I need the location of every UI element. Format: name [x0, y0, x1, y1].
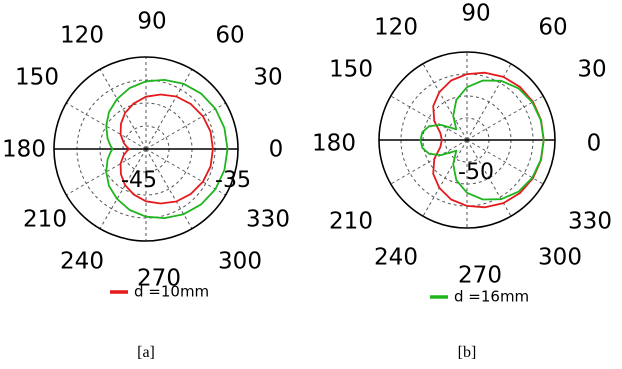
grid-spoke	[466, 63, 512, 141]
angle-tick-label: 30	[253, 65, 282, 91]
angle-tick-label: 330	[568, 209, 612, 235]
angle-tick-label: 150	[15, 65, 59, 91]
angle-tick-label: 0	[269, 137, 284, 163]
angle-tick-label: 210	[23, 207, 67, 233]
radial-tick-label: -50	[458, 160, 494, 185]
angle-tick-label: 120	[60, 23, 104, 49]
angle-tick-label: 180	[312, 131, 356, 157]
angle-tick-label: 180	[2, 137, 46, 163]
radial-tick-label: -35	[215, 168, 251, 193]
angle-tick-label: 270	[137, 266, 181, 292]
series-line-2	[105, 79, 229, 219]
angle-tick-label: 300	[218, 249, 262, 275]
grid-spoke	[390, 95, 468, 141]
series-line-1	[432, 71, 545, 209]
angle-tick-label: 150	[329, 57, 373, 83]
angle-tick-label: 240	[60, 249, 104, 275]
grid-spoke	[390, 139, 468, 185]
angle-tick-label: 90	[137, 9, 166, 35]
series-line-1	[119, 93, 214, 205]
angle-tick-label: 120	[374, 15, 418, 41]
legend-label: d =16mm	[454, 288, 529, 306]
angle-tick-label: 210	[329, 209, 373, 235]
outer-ring	[378, 51, 556, 229]
angle-tick-label: 240	[374, 245, 418, 271]
grid-spoke	[422, 139, 468, 217]
legend-label: d =10mm	[134, 283, 209, 301]
angle-tick-label: 60	[215, 23, 244, 49]
radial-tick-label: -45	[121, 168, 157, 193]
outer-ring	[53, 56, 239, 242]
panel-caption: [a]	[137, 344, 155, 361]
angle-tick-label: 330	[246, 207, 290, 233]
series-line-2	[419, 79, 545, 201]
angle-tick-label: 270	[458, 263, 502, 289]
grid-spoke	[466, 95, 544, 141]
angle-tick-label: 30	[577, 57, 606, 83]
angle-tick-label: 60	[538, 15, 567, 41]
angle-tick-label: 300	[538, 245, 582, 271]
grid-spoke	[422, 63, 468, 141]
angle-tick-label: 0	[587, 131, 602, 157]
panel-caption: [b]	[458, 344, 477, 361]
angle-tick-label: 90	[461, 1, 490, 27]
grid-spoke	[466, 139, 544, 185]
